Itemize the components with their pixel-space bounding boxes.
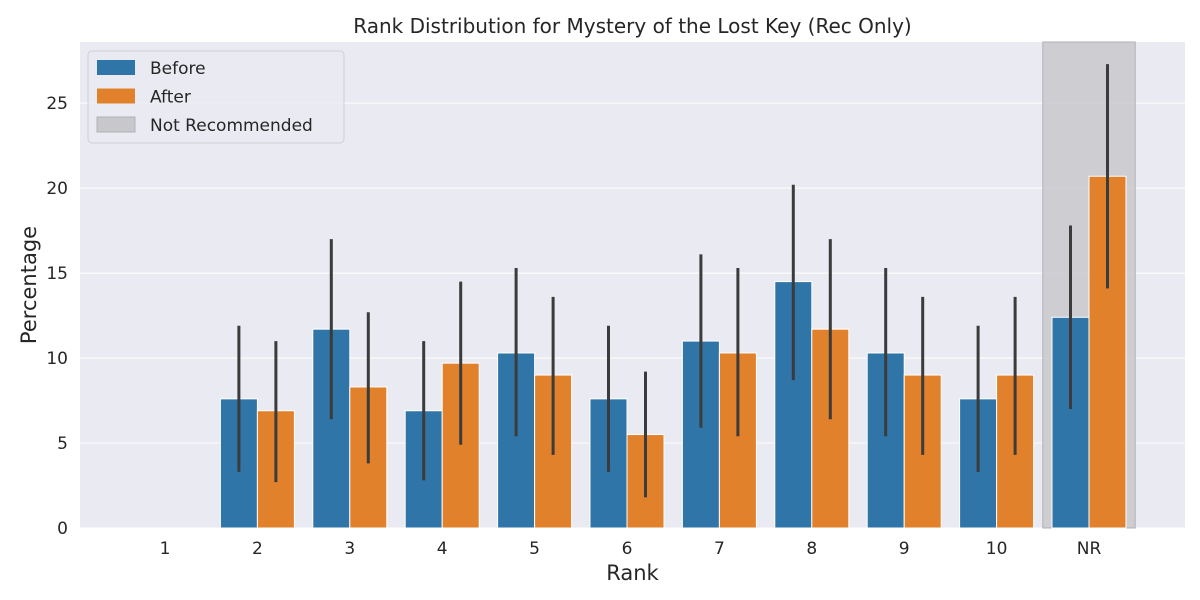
- legend-label-after: After: [150, 88, 191, 108]
- legend-swatch-after: [97, 88, 135, 104]
- x-tick-label: 9: [899, 539, 910, 559]
- chart-title: Rank Distribution for Mystery of the Los…: [353, 14, 911, 38]
- x-tick-label: 6: [622, 539, 633, 559]
- x-tick-label: 4: [437, 539, 448, 559]
- y-tick-label: 15: [46, 264, 68, 284]
- x-tick-label: 8: [806, 539, 817, 559]
- y-tick-label: 10: [46, 349, 68, 369]
- error-bars: [237, 64, 1109, 498]
- legend-label-not-recommended: Not Recommended: [150, 116, 313, 136]
- legend-label-before: Before: [150, 59, 206, 79]
- x-tick-label: 5: [529, 539, 540, 559]
- legend-swatch-before: [97, 60, 135, 75]
- y-tick-label: 25: [46, 94, 68, 114]
- x-tick-label: 10: [986, 539, 1008, 559]
- x-tick-label: 2: [252, 539, 263, 559]
- y-tick-label: 0: [57, 519, 68, 539]
- x-tick-label: 1: [160, 539, 171, 559]
- x-axis-label: Rank: [606, 561, 659, 585]
- y-tick-label: 5: [57, 434, 68, 454]
- x-tick-label: 7: [714, 539, 725, 559]
- y-axis-label: Percentage: [17, 226, 41, 344]
- x-tick-labels: 1 2 3 4 5 6 7 8 9 10 NR: [160, 539, 1102, 559]
- y-tick-label: 20: [46, 179, 68, 199]
- x-tick-label: NR: [1077, 539, 1102, 559]
- x-tick-label: 3: [344, 539, 355, 559]
- y-tick-labels: 0 5 10 15 20 25: [46, 94, 68, 539]
- legend-box: [87, 50, 345, 144]
- legend-swatch-not-recommended: [96, 116, 136, 133]
- legend: Before After Not Recommended: [87, 50, 345, 144]
